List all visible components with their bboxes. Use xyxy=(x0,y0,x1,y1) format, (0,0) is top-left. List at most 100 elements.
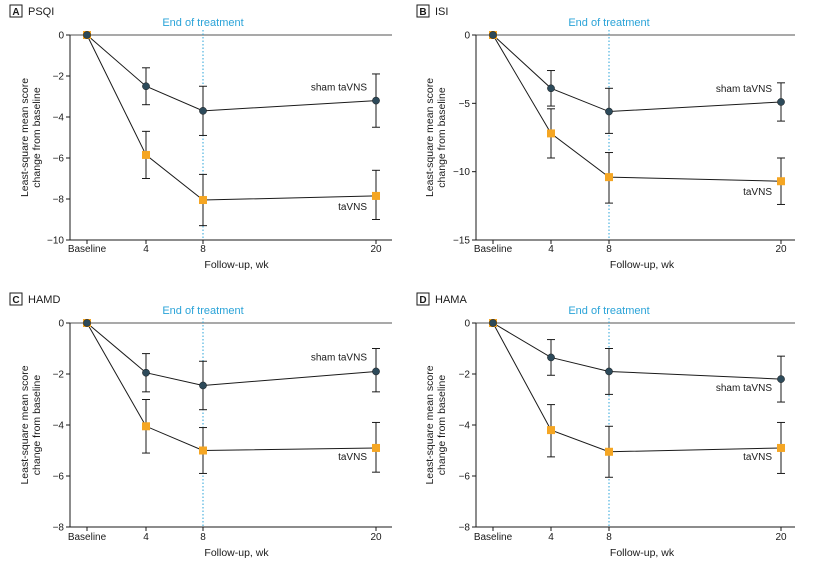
data-point xyxy=(547,426,555,435)
y-tick-label: −5 xyxy=(459,99,471,110)
y-tick-label: −4 xyxy=(53,113,65,124)
x-tick-label: 8 xyxy=(200,532,206,543)
x-tick-label: 8 xyxy=(606,244,612,255)
y-tick-label: −2 xyxy=(53,72,65,83)
end-of-treatment-label: End of treatment xyxy=(568,17,649,29)
end-of-treatment-label: End of treatment xyxy=(162,17,243,29)
y-tick-label: −8 xyxy=(53,523,65,534)
y-tick-label: −2 xyxy=(53,370,65,381)
x-tick-label: 4 xyxy=(143,532,149,543)
y-tick-label: −4 xyxy=(53,421,65,432)
data-point xyxy=(142,82,150,91)
series-line xyxy=(86,34,377,201)
panel-letter-badge xyxy=(9,292,23,306)
data-point xyxy=(372,96,380,105)
x-tick-label: 20 xyxy=(370,244,382,255)
data-point xyxy=(199,196,207,205)
y-tick-label: −6 xyxy=(53,472,65,483)
y-axis-label-line1: Least-square mean score xyxy=(424,365,436,484)
x-tick-label: 8 xyxy=(200,244,206,255)
baseline-circle xyxy=(83,319,91,327)
y-tick-label: 0 xyxy=(58,319,64,330)
baseline-marker xyxy=(489,319,497,327)
tavns-label: taVNS xyxy=(743,187,772,198)
end-of-treatment-label: End of treatment xyxy=(568,305,649,317)
data-point xyxy=(372,443,380,452)
y-axis-label-line2: change from baseline xyxy=(31,87,43,188)
y-tick-label: 0 xyxy=(464,31,470,42)
sham-tavns-label: sham taVNS xyxy=(716,383,772,394)
sham-tavns-label: sham taVNS xyxy=(311,352,367,363)
y-tick-label: −8 xyxy=(53,195,65,206)
series-line xyxy=(86,34,377,112)
panel-letter: C xyxy=(12,295,19,306)
data-point xyxy=(605,107,613,116)
data-point xyxy=(372,367,380,376)
baseline-circle xyxy=(83,31,91,39)
series-tavns: taVNS xyxy=(489,31,785,205)
data-point xyxy=(547,353,555,362)
data-point xyxy=(142,422,150,431)
data-point xyxy=(199,446,207,455)
series-line xyxy=(86,322,377,452)
y-axis-label-line2: change from baseline xyxy=(436,87,448,188)
x-axis-label: Follow-up, wk xyxy=(610,547,675,559)
y-tick-label: −8 xyxy=(459,523,471,534)
x-axis-label: Follow-up, wk xyxy=(204,547,269,559)
data-point xyxy=(142,150,150,159)
x-axis-label: Follow-up, wk xyxy=(610,259,675,271)
x-tick-label: 8 xyxy=(606,532,612,543)
x-axis-label: Follow-up, wk xyxy=(204,259,269,271)
series-line xyxy=(492,34,782,113)
y-tick-label: −15 xyxy=(453,236,470,247)
x-tick-label: 20 xyxy=(370,532,382,543)
data-point xyxy=(777,443,785,452)
series-line xyxy=(492,322,782,380)
y-tick-label: 0 xyxy=(464,319,470,330)
y-tick-label: 0 xyxy=(58,31,64,42)
y-axis-label-line1: Least-square mean score xyxy=(424,78,436,197)
data-point xyxy=(777,177,785,186)
y-axis-label: Least-square mean scorechange from basel… xyxy=(424,78,448,197)
series-line xyxy=(492,34,782,182)
x-tick-label: 4 xyxy=(548,244,554,255)
y-tick-label: −10 xyxy=(453,167,470,178)
series-tavns: taVNS xyxy=(83,319,380,474)
y-axis-label-line1: Least-square mean score xyxy=(19,78,31,197)
baseline-marker xyxy=(83,319,91,327)
y-tick-label: −2 xyxy=(459,370,471,381)
y-axis-label: Least-square mean scorechange from basel… xyxy=(19,78,43,197)
series-sham-tavns: sham taVNS xyxy=(489,319,785,403)
data-point xyxy=(605,173,613,182)
data-point xyxy=(199,107,207,115)
data-point xyxy=(372,191,380,200)
panel-letter-badge xyxy=(9,4,23,18)
sham-tavns-label: sham taVNS xyxy=(311,83,367,94)
y-tick-label: −4 xyxy=(459,421,471,432)
series-sham-tavns: sham taVNS xyxy=(489,31,785,134)
panel-a: A PSQI 0 −2 −4 −6 −8 −10 Baseline 4 8 20 Follow-up, … xyxy=(9,4,392,271)
y-tick-label: −6 xyxy=(459,472,471,483)
tavns-label: taVNS xyxy=(338,452,367,463)
panel-title: PSQI xyxy=(28,6,54,18)
data-point xyxy=(142,368,150,377)
end-of-treatment-label: End of treatment xyxy=(162,305,243,317)
data-point xyxy=(605,367,613,376)
baseline-marker xyxy=(83,31,91,39)
baseline-marker xyxy=(489,31,497,39)
x-tick-label: 20 xyxy=(775,244,787,255)
data-point xyxy=(777,375,785,383)
x-tick-label: Baseline xyxy=(474,532,513,543)
y-tick-label: −6 xyxy=(53,154,65,165)
y-axis-label-line2: change from baseline xyxy=(31,375,43,476)
data-point xyxy=(777,98,785,106)
baseline-circle xyxy=(489,319,497,327)
data-point xyxy=(547,84,555,93)
series-sham-tavns: sham taVNS xyxy=(83,31,380,136)
x-tick-label: Baseline xyxy=(68,532,107,543)
tavns-label: taVNS xyxy=(338,202,367,213)
baseline-circle xyxy=(489,31,497,39)
panel-letter: A xyxy=(12,7,19,18)
